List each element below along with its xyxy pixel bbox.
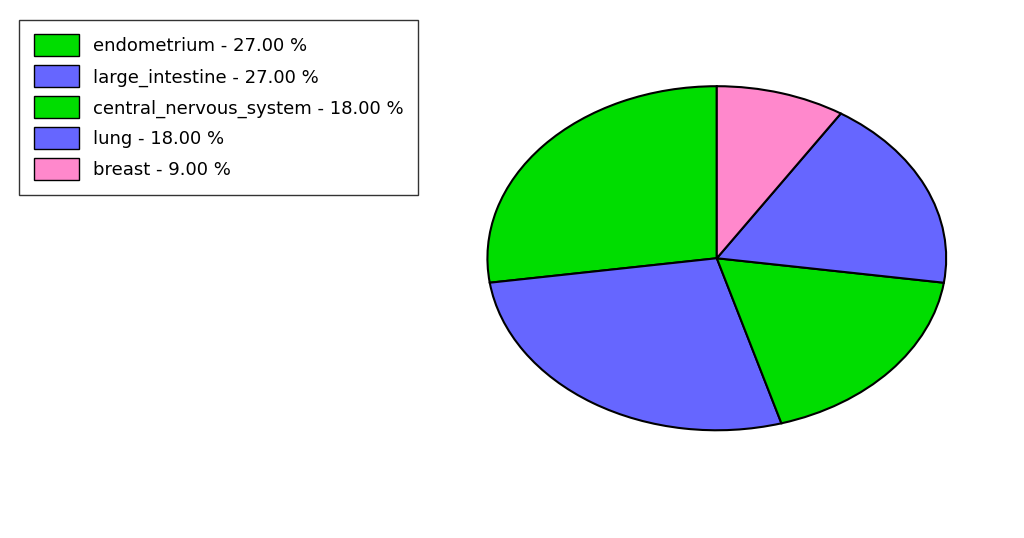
Wedge shape	[717, 86, 841, 258]
Wedge shape	[717, 258, 944, 423]
Wedge shape	[487, 86, 717, 283]
Legend: endometrium - 27.00 %, large_intestine - 27.00 %, central_nervous_system - 18.00: endometrium - 27.00 %, large_intestine -…	[19, 20, 419, 195]
Wedge shape	[717, 114, 946, 283]
Wedge shape	[489, 258, 781, 430]
